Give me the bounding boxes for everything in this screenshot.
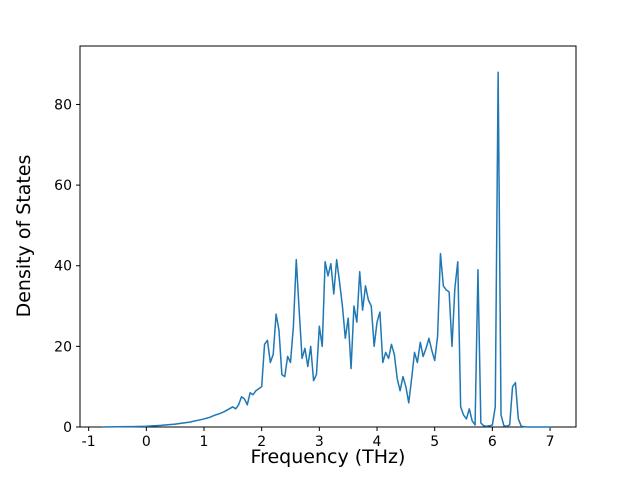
x-tick-label: 7 xyxy=(546,434,555,450)
y-tick-label: 40 xyxy=(54,259,72,275)
x-tick-label: 5 xyxy=(430,434,439,450)
x-axis-label: Frequency (THz) xyxy=(251,446,406,468)
x-tick-label: -1 xyxy=(82,434,96,450)
x-tick-label: 6 xyxy=(488,434,497,450)
x-tick-label: 1 xyxy=(200,434,209,450)
x-tick-label: 4 xyxy=(373,434,382,450)
y-tick-label: 0 xyxy=(63,420,72,436)
axes-frame xyxy=(79,45,577,428)
y-axis-label: Density of States xyxy=(13,155,35,318)
x-tick-label: 3 xyxy=(315,434,324,450)
y-tick-label: 60 xyxy=(54,178,72,194)
x-tick-label: 2 xyxy=(257,434,266,450)
ticks-layer: -1 0 1 2 3 4 5 6 7 0 20 40 60 80 xyxy=(54,97,554,450)
y-tick-label: 80 xyxy=(54,97,72,113)
y-tick-label: 20 xyxy=(54,339,72,355)
x-tick-label: 0 xyxy=(142,434,151,450)
dos-line-series xyxy=(102,71,551,428)
series-layer xyxy=(102,71,551,428)
